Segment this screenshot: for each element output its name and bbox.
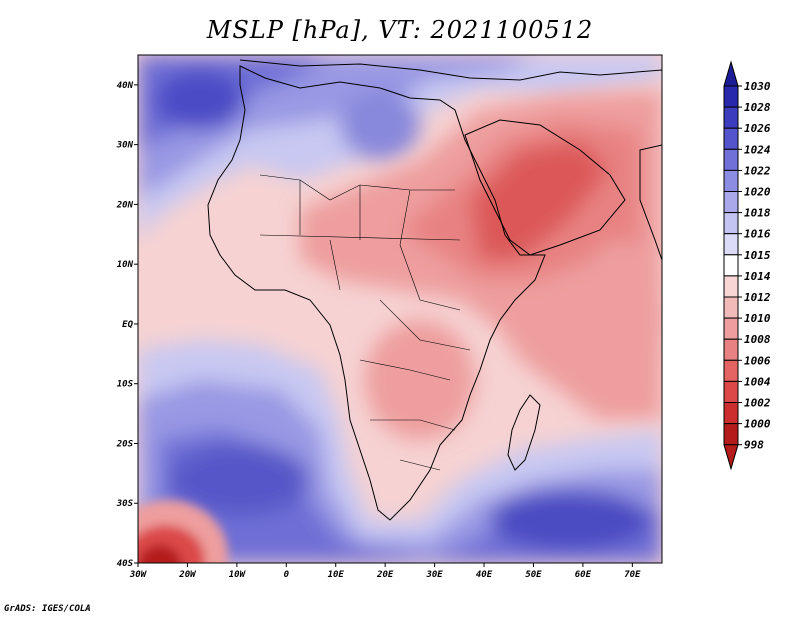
colorbar-label: 1016 [744, 228, 771, 241]
colorbar-swatch [723, 275, 739, 298]
colorbar-bottom-arrow [723, 444, 739, 471]
colorbar-swatch [723, 212, 739, 235]
colorbar-swatch [723, 380, 739, 403]
colorbar-swatch [723, 85, 739, 108]
y-tick-label: 40N [117, 81, 134, 91]
colorbar-label: 1012 [744, 291, 771, 304]
colorbar-label: 1014 [744, 270, 771, 283]
colorbar-label: 1010 [744, 312, 771, 325]
map-title: MSLP [hPa], VT: 2021100512 [206, 16, 594, 44]
y-tick-label: 10N [117, 260, 134, 270]
arabia-coastline [464, 119, 626, 256]
country-borders [259, 174, 471, 471]
africa-coastline [207, 65, 546, 521]
x-tick-label: 0 [284, 570, 290, 580]
y-axis: 40N 30N 20N 10N EQ 10S 20S 30S 40S [116, 81, 138, 569]
x-axis: 30W 20W 10W 0 10E 20E 30E 40E 50E 60E 70E [129, 563, 641, 580]
southern-high-region [138, 340, 662, 563]
colorbar-swatch [723, 296, 739, 319]
colorbar-label: 1030 [744, 80, 771, 93]
colorbar-swatch [723, 254, 739, 277]
colorbar-swatch [723, 106, 739, 129]
colorbar-swatch [723, 359, 739, 382]
colorbar-label: 1002 [744, 397, 771, 410]
colorbar-label: 1026 [744, 122, 771, 135]
y-tick-label: 20N [116, 200, 134, 210]
colorbar-swatch [723, 148, 739, 171]
y-tick-label: 10S [117, 380, 134, 390]
madagascar-coastline [507, 394, 541, 471]
colorbar-label: 1000 [744, 418, 771, 431]
x-tick-label: 20E [376, 570, 394, 580]
colorbar-label: 1024 [744, 143, 771, 156]
x-tick-label: 10E [328, 570, 345, 580]
pressure-field [138, 55, 662, 563]
y-tick-label: 40S [117, 559, 134, 569]
colorbar-label: 1028 [744, 101, 771, 114]
x-tick-label: 70E [624, 570, 641, 580]
x-tick-label: 20W [178, 570, 197, 580]
y-tick-label: 30S [116, 499, 134, 509]
colorbar-swatch [723, 338, 739, 361]
colorbar-swatch [723, 191, 739, 214]
colorbar-label: 1020 [744, 186, 771, 199]
europe-coastline [239, 59, 662, 81]
y-tick-label: EQ [122, 320, 133, 330]
colorbar-label: 1018 [744, 207, 771, 220]
y-tick-label: 30N [116, 141, 134, 151]
colorbar-swatch [723, 169, 739, 192]
colorbar-label: 1008 [744, 333, 771, 346]
x-tick-label: 50E [525, 570, 542, 580]
colorbar-label: 1004 [744, 375, 771, 388]
colorbar-swatch [723, 233, 739, 256]
colorbar-swatch [723, 127, 739, 150]
southwest-corner-low [138, 500, 228, 563]
plot-frame [137, 54, 663, 564]
colorbar-label: 1022 [744, 164, 771, 177]
colorbar-swatch [723, 402, 739, 425]
x-tick-label: 10W [229, 570, 247, 580]
x-tick-label: 60E [575, 570, 592, 580]
colorbar: 1030 1028 1026 1024 1022 1020 1018 1016 1015 1014… [723, 60, 771, 471]
northern-high-region [138, 55, 662, 240]
colorbar-label: 1006 [744, 354, 771, 367]
x-tick-label: 30E [425, 570, 443, 580]
coastlines [207, 59, 662, 521]
colorbar-swatch [723, 423, 739, 446]
y-tick-label: 20S [116, 439, 134, 449]
colorbar-label: 998 [744, 439, 764, 452]
colorbar-label: 1015 [744, 249, 771, 262]
x-tick-label: 40E [476, 570, 493, 580]
colorbar-top-arrow [723, 60, 739, 87]
india-coastline [639, 144, 662, 261]
colorbar-swatch [723, 317, 739, 340]
x-tick-label: 30W [129, 570, 148, 580]
credit-label: GrADS: IGES/COLA [4, 604, 91, 614]
